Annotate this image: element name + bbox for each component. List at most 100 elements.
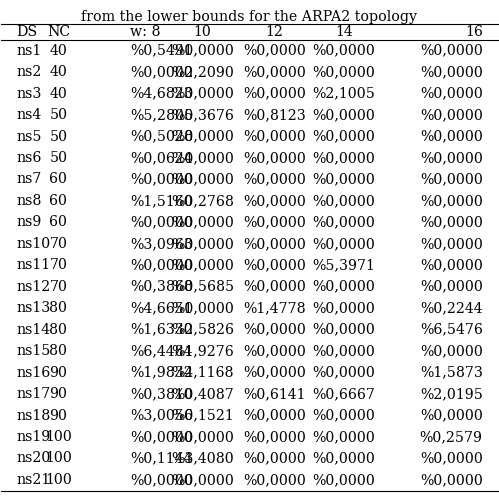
Text: %3,4080: %3,4080 bbox=[171, 451, 234, 466]
Text: ns15: ns15 bbox=[16, 344, 51, 358]
Text: %0,0000: %0,0000 bbox=[243, 473, 306, 487]
Text: %0,0000: %0,0000 bbox=[171, 172, 234, 186]
Text: ns8: ns8 bbox=[16, 194, 41, 208]
Text: %0,0000: %0,0000 bbox=[420, 409, 483, 422]
Text: %0,0000: %0,0000 bbox=[130, 473, 193, 487]
Text: ns5: ns5 bbox=[16, 130, 42, 144]
Text: 90: 90 bbox=[49, 366, 67, 380]
Text: %0,0000: %0,0000 bbox=[171, 473, 234, 487]
Text: %1,9832: %1,9832 bbox=[130, 366, 193, 380]
Text: %0,0000: %0,0000 bbox=[243, 65, 306, 79]
Text: %0,0000: %0,0000 bbox=[420, 86, 483, 100]
Text: %0,0000: %0,0000 bbox=[171, 258, 234, 272]
Text: %0,0000: %0,0000 bbox=[243, 44, 306, 58]
Text: %0,5491: %0,5491 bbox=[130, 44, 193, 58]
Text: %5,3971: %5,3971 bbox=[312, 258, 375, 272]
Text: %0,0000: %0,0000 bbox=[312, 44, 375, 58]
Text: %0,8123: %0,8123 bbox=[243, 108, 306, 122]
Text: %0,5028: %0,5028 bbox=[130, 130, 194, 144]
Text: 50: 50 bbox=[49, 130, 67, 144]
Text: %1,5873: %1,5873 bbox=[420, 366, 483, 380]
Text: %0,0000: %0,0000 bbox=[312, 409, 375, 422]
Text: %4,6823: %4,6823 bbox=[130, 86, 193, 100]
Text: %0,0000: %0,0000 bbox=[312, 172, 375, 186]
Text: 60: 60 bbox=[49, 172, 67, 186]
Text: %0,0000: %0,0000 bbox=[243, 172, 306, 186]
Text: %0,0000: %0,0000 bbox=[171, 130, 234, 144]
Text: %0,0000: %0,0000 bbox=[312, 280, 375, 294]
Text: 90: 90 bbox=[49, 409, 67, 422]
Text: 60: 60 bbox=[49, 194, 67, 208]
Text: 12: 12 bbox=[265, 25, 283, 39]
Text: 100: 100 bbox=[45, 473, 72, 487]
Text: ns21: ns21 bbox=[16, 473, 50, 487]
Text: %2,0195: %2,0195 bbox=[420, 387, 483, 401]
Text: %0,0000: %0,0000 bbox=[420, 451, 483, 466]
Text: 50: 50 bbox=[49, 108, 67, 122]
Text: %0,0000: %0,0000 bbox=[312, 366, 375, 380]
Text: %0,0000: %0,0000 bbox=[420, 258, 483, 272]
Text: ns10: ns10 bbox=[16, 237, 50, 251]
Text: %0,0000: %0,0000 bbox=[312, 301, 375, 315]
Text: %0,0000: %0,0000 bbox=[312, 194, 375, 208]
Text: %0,0000: %0,0000 bbox=[312, 151, 375, 165]
Text: %0,0000: %0,0000 bbox=[420, 280, 483, 294]
Text: ns17: ns17 bbox=[16, 387, 50, 401]
Text: %0,0000: %0,0000 bbox=[420, 151, 483, 165]
Text: %6,4484: %6,4484 bbox=[130, 344, 193, 358]
Text: %2,5826: %2,5826 bbox=[171, 323, 234, 336]
Text: %0,0000: %0,0000 bbox=[243, 86, 306, 100]
Text: %0,0000: %0,0000 bbox=[420, 473, 483, 487]
Text: %0,0000: %0,0000 bbox=[243, 258, 306, 272]
Text: ns14: ns14 bbox=[16, 323, 50, 336]
Text: %0,2768: %0,2768 bbox=[171, 194, 234, 208]
Text: %0,5685: %0,5685 bbox=[171, 280, 234, 294]
Text: %1,4778: %1,4778 bbox=[243, 301, 305, 315]
Text: %0,3676: %0,3676 bbox=[171, 108, 234, 122]
Text: %2,1005: %2,1005 bbox=[312, 86, 375, 100]
Text: 100: 100 bbox=[45, 430, 72, 444]
Text: %0,0000: %0,0000 bbox=[243, 280, 306, 294]
Text: ns1: ns1 bbox=[16, 44, 41, 58]
Text: %0,0000: %0,0000 bbox=[243, 430, 306, 444]
Text: %0,0000: %0,0000 bbox=[243, 451, 306, 466]
Text: %0,0000: %0,0000 bbox=[130, 258, 193, 272]
Text: %0,0000: %0,0000 bbox=[312, 344, 375, 358]
Text: %0,0000: %0,0000 bbox=[243, 151, 306, 165]
Text: %0,0000: %0,0000 bbox=[312, 451, 375, 466]
Text: %4,6651: %4,6651 bbox=[130, 301, 193, 315]
Text: %0,0000: %0,0000 bbox=[243, 323, 306, 336]
Text: %0,0000: %0,0000 bbox=[243, 366, 306, 380]
Text: ns4: ns4 bbox=[16, 108, 41, 122]
Text: %0,0000: %0,0000 bbox=[420, 237, 483, 251]
Text: %0,0000: %0,0000 bbox=[243, 215, 306, 230]
Text: %0,3810: %0,3810 bbox=[130, 387, 193, 401]
Text: 10: 10 bbox=[194, 25, 211, 39]
Text: %3,0056: %3,0056 bbox=[130, 409, 194, 422]
Text: %0,3868: %0,3868 bbox=[130, 280, 193, 294]
Text: %0,0000: %0,0000 bbox=[312, 65, 375, 79]
Text: 70: 70 bbox=[49, 280, 67, 294]
Text: %0,0000: %0,0000 bbox=[312, 108, 375, 122]
Text: %0,0000: %0,0000 bbox=[420, 130, 483, 144]
Text: %0,0000: %0,0000 bbox=[312, 430, 375, 444]
Text: ns16: ns16 bbox=[16, 366, 50, 380]
Text: 60: 60 bbox=[49, 215, 67, 230]
Text: %1,5160: %1,5160 bbox=[130, 194, 193, 208]
Text: %0,0000: %0,0000 bbox=[420, 344, 483, 358]
Text: %0,2579: %0,2579 bbox=[420, 430, 483, 444]
Text: %0,0000: %0,0000 bbox=[130, 172, 193, 186]
Text: ns13: ns13 bbox=[16, 301, 50, 315]
Text: %0,0000: %0,0000 bbox=[171, 215, 234, 230]
Text: %2,2090: %2,2090 bbox=[171, 65, 234, 79]
Text: %0,1144: %0,1144 bbox=[130, 451, 193, 466]
Text: NC: NC bbox=[47, 25, 70, 39]
Text: %0,0000: %0,0000 bbox=[130, 215, 193, 230]
Text: ns11: ns11 bbox=[16, 258, 50, 272]
Text: %0,0000: %0,0000 bbox=[420, 108, 483, 122]
Text: %0,0624: %0,0624 bbox=[130, 151, 193, 165]
Text: %0,0000: %0,0000 bbox=[312, 237, 375, 251]
Text: %0,0000: %0,0000 bbox=[171, 237, 234, 251]
Text: %1,6330: %1,6330 bbox=[130, 323, 193, 336]
Text: %0,2244: %0,2244 bbox=[420, 301, 483, 315]
